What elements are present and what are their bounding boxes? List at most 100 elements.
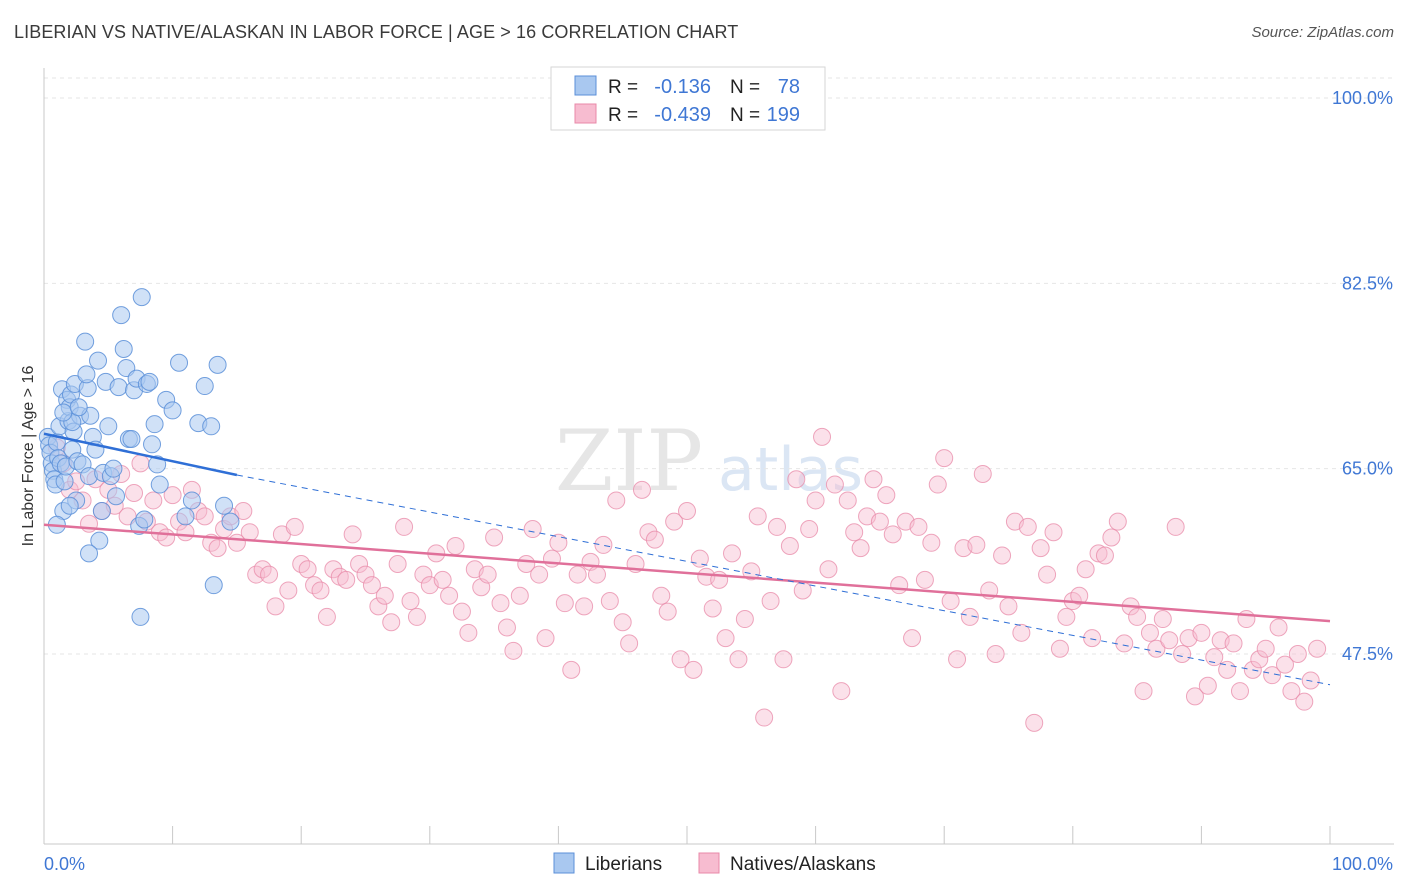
point-natives [716, 629, 735, 648]
point-natives [877, 486, 896, 505]
stats-r-label-natives: R = [608, 105, 638, 126]
point-natives [838, 491, 857, 510]
point-liberians [202, 417, 221, 436]
trend-lines [43, 432, 1331, 686]
trendline-natives [43, 523, 1331, 623]
point-natives [1275, 655, 1294, 674]
point-natives [1256, 639, 1275, 658]
point-natives [195, 507, 214, 526]
point-liberians [54, 403, 73, 422]
point-natives [1134, 682, 1153, 701]
point-natives [1288, 645, 1307, 663]
point-natives [356, 565, 375, 584]
point-liberians [77, 365, 96, 384]
point-liberians [99, 417, 118, 436]
point-natives [497, 618, 516, 637]
point-natives [1031, 539, 1050, 558]
point-natives [780, 536, 799, 555]
point-natives [1250, 650, 1269, 669]
point-natives [1301, 671, 1320, 690]
point-natives [864, 470, 883, 489]
point-natives [1089, 544, 1108, 563]
point-natives [748, 507, 767, 526]
x-tick-label-min: 0.0% [44, 854, 85, 874]
point-natives [549, 533, 568, 552]
point-natives [433, 570, 452, 589]
point-natives [459, 623, 478, 642]
point-natives [742, 562, 761, 581]
point-liberians [109, 378, 128, 397]
point-liberians [182, 491, 201, 510]
point-liberians [148, 455, 167, 474]
point-natives [337, 570, 356, 589]
stats-r-value-liberians: -0.136 [654, 76, 711, 98]
stats-legend: R = -0.136 N = 78 R = -0.439 N = 199 [550, 66, 826, 131]
point-liberians [208, 355, 227, 374]
point-natives [903, 629, 922, 648]
point-natives [1192, 623, 1211, 642]
point-liberians [204, 576, 223, 595]
point-natives [1044, 523, 1063, 542]
stats-legend-frame [550, 66, 826, 131]
point-natives [703, 599, 722, 618]
point-natives [260, 565, 279, 584]
point-liberians [104, 459, 123, 478]
point-natives [279, 581, 298, 600]
point-natives [530, 565, 549, 584]
point-natives [575, 597, 594, 616]
point-liberians [135, 510, 154, 529]
point-natives [665, 512, 684, 531]
point-natives [1173, 645, 1192, 663]
trendline-liberians [43, 432, 238, 477]
point-natives [832, 682, 851, 701]
point-natives [825, 475, 844, 494]
point-natives [845, 523, 864, 542]
point-liberians [140, 372, 159, 391]
point-liberians [114, 339, 133, 358]
y-tick-label: 100.0% [1332, 88, 1393, 108]
point-natives [343, 525, 362, 544]
point-natives [1237, 610, 1256, 629]
point-liberians [170, 353, 189, 372]
point-natives [684, 660, 703, 679]
point-natives [1083, 629, 1102, 648]
point-natives [266, 597, 285, 616]
point-natives [768, 517, 787, 536]
point-natives [407, 607, 426, 626]
point-natives [787, 470, 806, 489]
legend-swatch-natives [698, 852, 720, 874]
point-liberians [145, 415, 164, 434]
point-natives [491, 594, 510, 613]
point-natives [1160, 631, 1179, 650]
point-natives [536, 629, 555, 648]
point-natives [723, 544, 742, 563]
point-liberians [163, 401, 182, 420]
point-natives [1128, 607, 1147, 626]
point-natives [144, 491, 163, 510]
chart-title: LIBERIAN VS NATIVE/ALASKAN IN LABOR FORC… [14, 22, 739, 42]
point-natives [941, 592, 960, 611]
point-natives [555, 594, 574, 613]
point-natives [542, 549, 561, 568]
point-natives [369, 597, 388, 616]
point-liberians [143, 435, 162, 454]
legend-swatch-liberians [553, 852, 575, 874]
point-natives [1153, 610, 1172, 629]
point-natives [986, 645, 1005, 663]
point-natives [915, 570, 934, 589]
stats-legend-swatch-natives [574, 103, 597, 124]
point-natives [851, 539, 870, 558]
point-liberians [60, 496, 79, 515]
point-natives [317, 607, 336, 626]
point-natives [1295, 692, 1314, 711]
point-natives [800, 520, 819, 539]
point-natives [1198, 676, 1217, 695]
point-natives [311, 581, 330, 600]
point-natives [350, 554, 369, 573]
point-natives [1038, 565, 1057, 584]
point-natives [362, 576, 381, 595]
point-liberians [132, 288, 151, 307]
stats-n-label-liberians: N = [730, 77, 760, 98]
point-natives [960, 607, 979, 626]
